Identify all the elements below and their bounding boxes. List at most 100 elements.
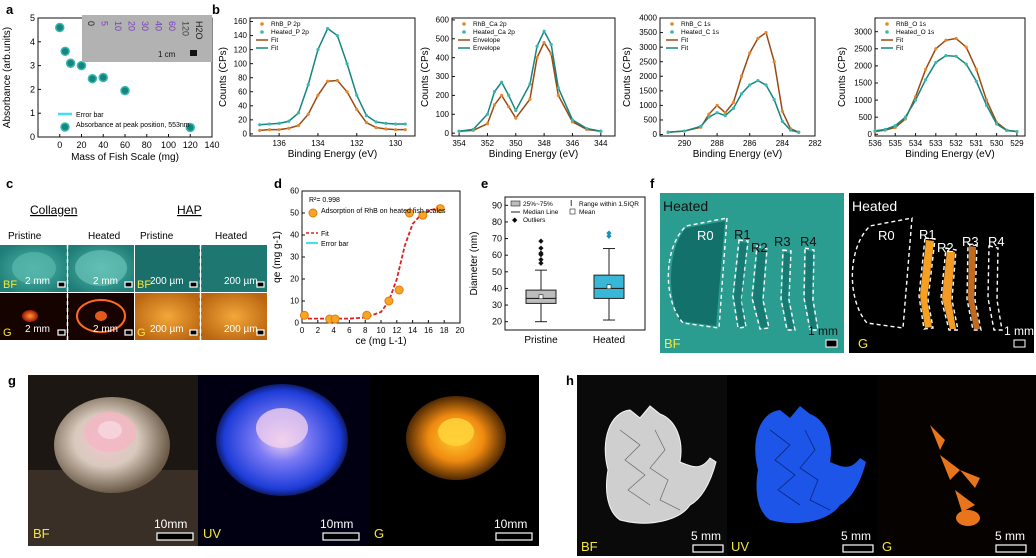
y-tick-label: 1000 (854, 96, 872, 105)
e-legend-box: 25%~75% (523, 201, 553, 208)
y-tick-label: 3500 (639, 28, 657, 37)
panel-d-legend: R²= 0.998 Adsorption of RhB on heated fi… (306, 197, 446, 248)
y-tick-label: 3 (30, 61, 35, 71)
group-label-hap: HAP (177, 203, 202, 217)
f-left-r2: R2 (751, 240, 768, 255)
b-data-point (883, 127, 887, 132)
x-tick-label: 132 (350, 139, 364, 148)
b-legend-marker (885, 30, 889, 34)
b-data-point (682, 129, 687, 133)
d-legend-adsorption-swatch (308, 208, 318, 218)
x-tick-label: 532 (949, 139, 963, 148)
y-tick-label: 100 (234, 59, 248, 68)
b-data-point (457, 129, 461, 133)
b-data-point (934, 47, 938, 51)
b-data-point (913, 98, 918, 102)
panel-e-legend: 25%~75% Median Line ◆ Outliers Ⅰ Range w… (510, 199, 639, 224)
b-data-point (316, 93, 320, 97)
b-data-point (258, 128, 262, 132)
f-right-scale: 1 mm (1004, 324, 1034, 338)
b-legend-marker (260, 30, 264, 34)
f-right-r0: R0 (878, 228, 895, 243)
g-mode-bf: BF (33, 526, 50, 541)
y-tick-label: 0 (243, 130, 248, 139)
b-data-point (699, 124, 703, 128)
b-data-point (764, 83, 768, 87)
x-tick-label: 354 (452, 139, 466, 148)
y-axis-label: Counts (CPs) (622, 47, 633, 107)
b-data-point (556, 93, 560, 98)
panel-b-ca2p-chart: 354 352 350 348 346 344 0 100 200 300 400 500 600 Bin… (420, 16, 616, 160)
x-axis-label: Mass of Fish Scale (mg) (71, 152, 179, 163)
b-data-point (772, 97, 776, 102)
y-tick-label: 40 (290, 231, 299, 240)
inset-vial-label: 10 (113, 21, 123, 31)
a-data-point (55, 22, 65, 33)
e-outlier: ◆ (538, 250, 544, 257)
x-tick-label: 531 (970, 139, 984, 148)
y-tick-label: 80 (492, 217, 502, 227)
b-legend-label: Fit (271, 37, 278, 44)
x-axis-label: Binding Energy (eV) (489, 149, 579, 160)
d-data-point (362, 310, 372, 320)
col-label-collagen-heated: Heated (88, 231, 120, 242)
x-tick-label: 10 (377, 326, 386, 335)
b-data-point (267, 122, 272, 126)
x-tick-label: 344 (594, 139, 608, 148)
b-legend-label: RhB_C 1s (681, 21, 711, 28)
x-tick-label: 2 (316, 326, 321, 335)
y-tick-label: 1500 (639, 87, 657, 96)
y-tick-label: 100 (436, 110, 450, 119)
b-data-point (535, 44, 539, 48)
e-mean (538, 294, 544, 300)
y-tick-label: 20 (290, 275, 299, 284)
b-legend-label: Fit (896, 45, 903, 52)
svg-text:◆: ◆ (512, 217, 518, 224)
b-data-point (731, 106, 736, 110)
a-data-point (98, 72, 108, 83)
y-tick-label: 40 (238, 101, 247, 110)
b-data-point (585, 126, 589, 131)
b-data-point (974, 79, 978, 83)
b-fit-line (874, 37, 1017, 133)
b-data-point (995, 122, 999, 126)
x-axis-label: Binding Energy (eV) (905, 149, 995, 160)
b-data-point (723, 111, 727, 115)
y-tick-label: 60 (238, 87, 247, 96)
panel-letter-e: e (481, 176, 488, 191)
x-tick-label: 4 (331, 326, 336, 335)
b-data-point (364, 114, 369, 118)
inset-scale-label: 1 cm (158, 50, 176, 59)
b-data-point (267, 128, 272, 132)
legend-error-bar-label: Error bar (76, 112, 104, 119)
f-left-r4: R4 (800, 234, 817, 249)
scale-label-c7: 200 µm (150, 324, 184, 335)
b-data-point (756, 79, 760, 83)
x-axis-label: ce (mg L-1) (355, 336, 406, 347)
f-left-r1: R1 (734, 227, 751, 242)
b-data-point (384, 121, 388, 125)
y-tick-label: 3000 (639, 43, 657, 52)
b-legend-marker (885, 22, 889, 26)
y-tick-label: 4000 (639, 14, 657, 23)
panel-letter-d: d (274, 176, 282, 191)
f-left-r0: R0 (697, 228, 714, 243)
inset-vial-label: 30 (140, 21, 150, 31)
b-legend-label: Fit (681, 37, 688, 44)
e-category-label: Heated (593, 335, 625, 346)
x-tick-label: 14 (408, 326, 417, 335)
b-data-point (748, 51, 752, 55)
legend-absorbance-label: Absorbance at peak position, 553nm (76, 122, 190, 129)
panel-b-c1s-chart: 290 288 286 284 282 0 500 1000 1500 2000 2500 3000 3… (622, 14, 822, 160)
e-outlier: ◆ (538, 238, 544, 245)
panel-letter-a: a (6, 2, 14, 17)
x-tick-label: 120 (183, 140, 198, 150)
y-tick-label: 2000 (639, 72, 657, 81)
b-data-point (974, 67, 978, 71)
b-legend-label: Envelope (473, 45, 500, 52)
b-data-point (528, 82, 532, 86)
panel-letter-g: g (8, 373, 16, 388)
panel-b: 136 134 132 130 0 20 40 60 80 100 120 140 160 Binding… (218, 14, 1026, 160)
a-data-point (87, 73, 98, 84)
